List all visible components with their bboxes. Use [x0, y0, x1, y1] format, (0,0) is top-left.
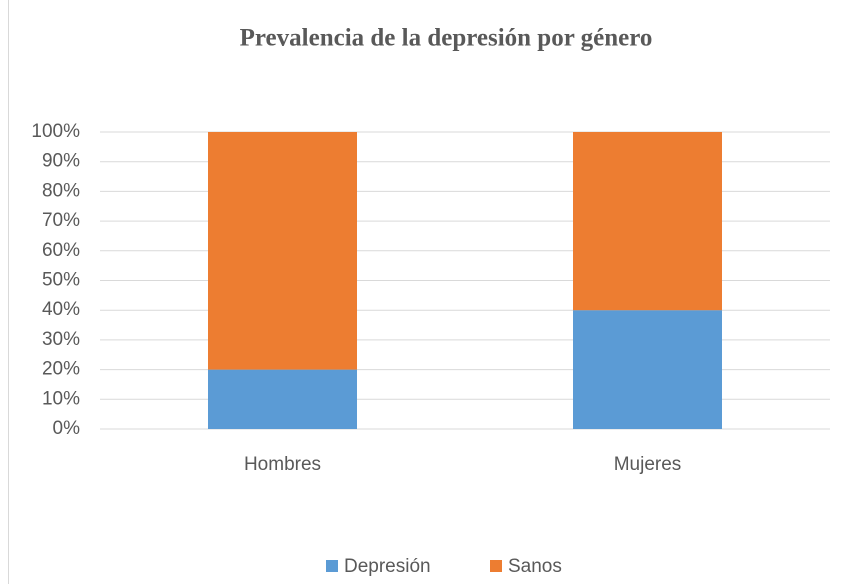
y-tick-label: 40%: [42, 299, 80, 320]
y-tick-label: 70%: [42, 210, 80, 231]
y-tick-label: 100%: [31, 121, 80, 142]
legend-label: Sanos: [508, 556, 562, 577]
x-tick-label: Hombres: [244, 454, 321, 475]
bar-segment: [573, 310, 722, 429]
legend-swatch: [326, 560, 338, 572]
y-tick-label: 90%: [42, 151, 80, 172]
bar-segment: [208, 369, 357, 429]
bar-segment: [208, 132, 357, 370]
bar-segment: [573, 132, 722, 311]
x-tick-label: Mujeres: [614, 454, 682, 475]
y-tick-label: 80%: [42, 180, 80, 201]
y-tick-label: 30%: [42, 329, 80, 350]
y-tick-label: 20%: [42, 359, 80, 380]
y-tick-label: 0%: [53, 418, 81, 439]
legend-label: Depresión: [344, 556, 431, 577]
y-tick-label: 60%: [42, 240, 80, 261]
chart-title: Prevalencia de la depresión por género: [240, 25, 653, 52]
y-tick-label: 50%: [42, 270, 80, 291]
y-tick-label: 10%: [42, 388, 80, 409]
legend-swatch: [490, 560, 502, 572]
